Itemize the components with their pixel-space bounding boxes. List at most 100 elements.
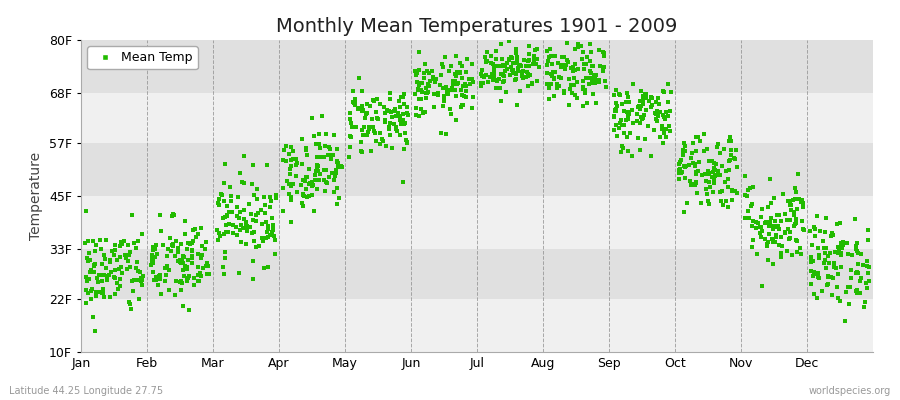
Point <box>126 276 140 283</box>
Point <box>860 280 874 286</box>
Point <box>575 56 590 62</box>
Point <box>860 285 875 292</box>
Point <box>302 180 317 186</box>
Point <box>355 108 369 114</box>
Point <box>277 147 292 154</box>
Point <box>576 86 590 92</box>
Point <box>724 152 739 158</box>
Point <box>763 219 778 225</box>
Point <box>525 81 539 87</box>
Point <box>293 182 308 188</box>
Point <box>436 85 450 91</box>
Point <box>318 188 332 194</box>
Point <box>677 209 691 216</box>
Point <box>586 91 600 98</box>
Point <box>410 70 425 77</box>
Point <box>764 215 778 222</box>
Point <box>97 252 112 259</box>
Point <box>713 172 727 178</box>
Point <box>362 124 376 130</box>
Point <box>346 88 360 94</box>
Point <box>451 80 465 86</box>
Point <box>162 287 176 294</box>
Point <box>644 94 658 101</box>
Point <box>513 88 527 94</box>
Point <box>418 60 432 67</box>
Point <box>617 130 632 136</box>
Point <box>105 248 120 254</box>
Point <box>824 233 838 240</box>
Point <box>133 268 148 275</box>
Point <box>614 117 628 124</box>
Point <box>454 102 469 108</box>
Point <box>284 219 298 226</box>
Point <box>774 234 788 240</box>
Point <box>455 82 470 89</box>
Point <box>827 264 842 270</box>
Point <box>165 213 179 220</box>
Point <box>765 226 779 232</box>
Point <box>507 70 521 76</box>
Point <box>297 193 311 200</box>
Point <box>423 77 437 84</box>
Point <box>677 163 691 169</box>
Point <box>268 195 283 201</box>
Point <box>220 212 234 219</box>
Point <box>590 100 604 106</box>
Point <box>439 131 454 138</box>
Point <box>86 238 100 244</box>
Point <box>231 270 246 276</box>
Point <box>300 152 314 158</box>
Point <box>554 54 569 60</box>
Point <box>465 94 480 100</box>
Point <box>688 134 703 140</box>
Point <box>673 166 688 172</box>
Point <box>556 88 571 94</box>
Point <box>457 93 472 99</box>
Point <box>283 171 297 177</box>
Point <box>166 242 180 249</box>
Point <box>328 189 342 195</box>
Point <box>647 127 662 133</box>
Point <box>585 76 599 82</box>
Point <box>806 270 821 277</box>
Point <box>247 192 261 198</box>
Point <box>354 139 368 145</box>
Point <box>841 251 855 257</box>
Point <box>446 78 460 84</box>
Point <box>822 260 836 266</box>
Point <box>322 144 337 150</box>
Point <box>390 128 404 134</box>
Point <box>302 193 316 200</box>
Point <box>481 49 495 55</box>
Point <box>211 237 225 244</box>
Point <box>79 286 94 293</box>
Point <box>238 240 253 247</box>
Point <box>633 106 647 112</box>
Point <box>358 115 373 121</box>
Point <box>675 150 689 157</box>
Point <box>814 288 829 294</box>
Point <box>502 72 517 78</box>
Point <box>834 245 849 251</box>
Point <box>219 222 233 228</box>
Point <box>382 107 397 114</box>
Point <box>724 188 739 194</box>
Point <box>504 54 518 61</box>
Point <box>196 264 211 271</box>
Point <box>511 62 526 69</box>
Point <box>449 53 464 60</box>
Point <box>201 271 215 277</box>
Point <box>840 240 854 246</box>
Point <box>493 40 508 47</box>
Point <box>586 63 600 70</box>
Point <box>481 79 495 85</box>
Point <box>237 207 251 214</box>
Point <box>259 162 274 168</box>
Point <box>508 77 522 83</box>
Point <box>148 274 163 280</box>
Point <box>577 88 591 95</box>
Point <box>123 264 138 270</box>
Point <box>299 174 313 180</box>
Point <box>384 114 399 120</box>
